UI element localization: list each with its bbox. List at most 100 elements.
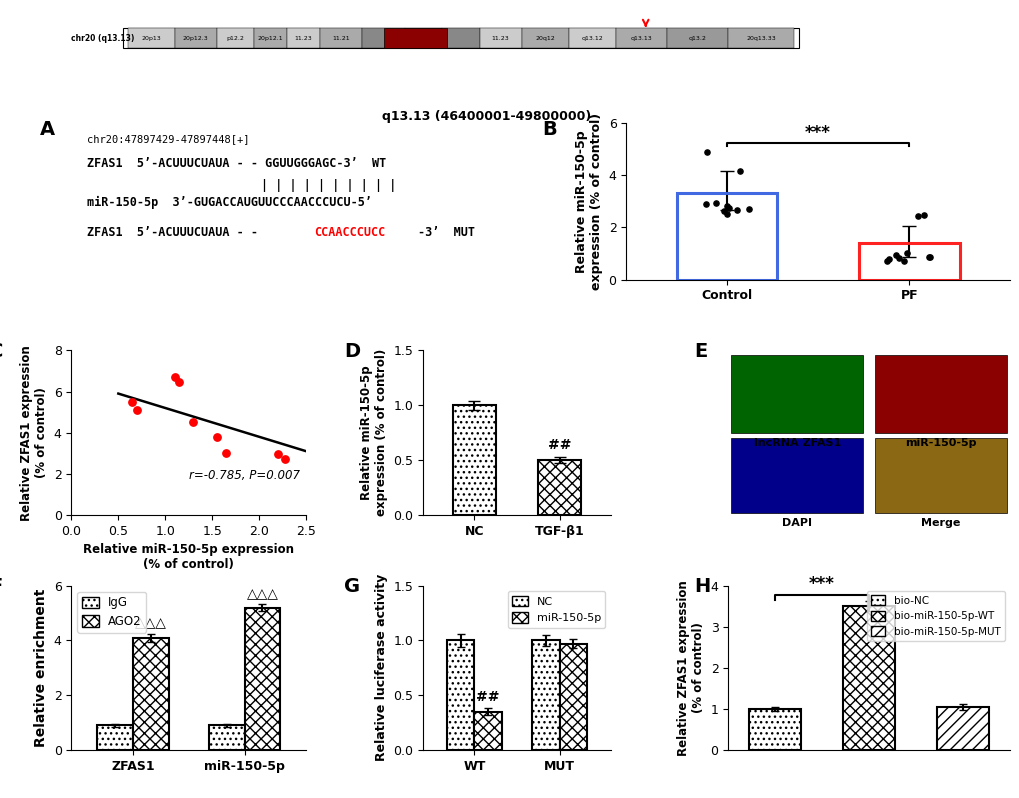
Bar [874, 437, 1006, 513]
Text: B: B [541, 120, 556, 139]
Text: q13.13: q13.13 [630, 36, 652, 41]
Point [124, 396, 141, 409]
Text: ##: ## [476, 690, 499, 704]
Bar [731, 437, 862, 513]
Bar [749, 709, 800, 750]
Bar [522, 28, 569, 48]
Point [218, 447, 234, 460]
Text: ZFAS1  5’-ACUUUCUAUA - - GGUUGGGAGC-3’  WT: ZFAS1 5’-ACUUUCUAUA - - GGUUGGGAGC-3’ WT [87, 157, 386, 171]
Bar [127, 28, 174, 48]
Text: chr20:47897429-47897448[+]: chr20:47897429-47897448[+] [87, 134, 250, 144]
Point [698, 198, 714, 211]
Text: q13.12: q13.12 [581, 36, 602, 41]
Text: C: C [0, 342, 4, 361]
Text: p12.2: p12.2 [226, 36, 245, 41]
Bar [132, 638, 168, 750]
Text: -3’  MUT: -3’ MUT [418, 227, 475, 239]
Text: ZFAS1  5’-ACUUUCUAUA - -: ZFAS1 5’-ACUUUCUAUA - - [87, 227, 265, 239]
Bar [843, 606, 894, 750]
Text: ##: ## [547, 438, 571, 452]
Point [879, 253, 896, 266]
Bar [320, 28, 362, 48]
Text: miR-150-5p: miR-150-5p [904, 437, 975, 448]
Point [166, 371, 182, 384]
Bar [676, 193, 776, 280]
Text: lncRNA ZFAS1: lncRNA ZFAS1 [753, 437, 840, 448]
Legend: NC, miR-150-5p: NC, miR-150-5p [507, 591, 605, 628]
Point [915, 208, 931, 221]
Text: 20q12: 20q12 [535, 36, 554, 41]
Text: q13.2: q13.2 [688, 36, 706, 41]
Point [729, 203, 745, 216]
Text: miR-150-5p  3’-GUGACCAUGUUCCCAACCCUCU-5’: miR-150-5p 3’-GUGACCAUGUUCCCAACCCUCU-5’ [87, 196, 372, 209]
Text: Merge: Merge [920, 518, 960, 528]
Bar [569, 28, 615, 48]
Bar [532, 641, 559, 750]
Point [698, 145, 714, 158]
Bar [383, 28, 446, 48]
Point [741, 202, 757, 215]
Bar [446, 641, 474, 750]
Point [909, 210, 925, 223]
Bar [728, 28, 793, 48]
Text: A: A [40, 120, 55, 139]
Bar [615, 28, 666, 48]
Text: r=-0.785, P=0.007: r=-0.785, P=0.007 [189, 468, 300, 482]
Y-axis label: Relative luciferase activity: Relative luciferase activity [375, 575, 387, 761]
Text: 20p12.3: 20p12.3 [182, 36, 209, 41]
Text: 11.21: 11.21 [332, 36, 350, 41]
Point [732, 165, 748, 178]
Point [921, 251, 937, 263]
Text: 20p13: 20p13 [142, 36, 161, 41]
Text: 11.23: 11.23 [294, 36, 312, 41]
Point [920, 251, 936, 263]
Bar [936, 707, 987, 750]
Bar [254, 28, 287, 48]
Text: 20q13.33: 20q13.33 [746, 36, 775, 41]
Text: 11.23: 11.23 [491, 36, 510, 41]
Legend: IgG, AGO2: IgG, AGO2 [77, 591, 146, 633]
Y-axis label: Relative miR-150-5p
expression (% of control): Relative miR-150-5p expression (% of con… [360, 349, 387, 516]
Text: H: H [694, 578, 710, 596]
Text: q13.13 (46400001-49800000): q13.13 (46400001-49800000) [381, 110, 590, 123]
X-axis label: Relative miR-150-5p expression
(% of control): Relative miR-150-5p expression (% of con… [84, 543, 293, 571]
Point [718, 200, 735, 212]
Legend: bio-NC, bio-miR-150-5p-WT, bio-miR-150-5p-MUT: bio-NC, bio-miR-150-5p-WT, bio-miR-150-5… [866, 591, 1004, 641]
Point [719, 201, 736, 214]
Y-axis label: Relative miR-150-5p
expression (% of control): Relative miR-150-5p expression (% of con… [575, 113, 602, 290]
Bar [452, 405, 495, 515]
Point [715, 205, 732, 218]
Bar [362, 28, 405, 48]
Bar [474, 712, 501, 750]
Bar [441, 28, 479, 48]
Bar [245, 607, 280, 750]
Point [707, 197, 723, 210]
Point [185, 416, 202, 429]
Y-axis label: Relative enrichment: Relative enrichment [34, 589, 48, 747]
Text: chr20 (q13.13): chr20 (q13.13) [71, 34, 135, 42]
Text: D: D [344, 342, 361, 361]
Bar [731, 355, 862, 433]
Bar [123, 28, 798, 48]
Bar [479, 28, 522, 48]
Bar [209, 725, 245, 750]
Point [891, 251, 907, 264]
Bar [405, 28, 441, 48]
Point [717, 207, 734, 220]
Bar [538, 460, 581, 515]
Text: △△△: △△△ [247, 587, 278, 601]
Bar [287, 28, 320, 48]
Bar [666, 28, 728, 48]
Y-axis label: Relative ZFAS1 expression
(% of control): Relative ZFAS1 expression (% of control) [20, 345, 48, 520]
Text: E: E [694, 342, 707, 361]
Point [898, 247, 914, 259]
Point [171, 376, 187, 389]
Y-axis label: Relative ZFAS1 expression
(% of control): Relative ZFAS1 expression (% of control) [677, 580, 704, 756]
Point [209, 430, 225, 443]
Point [877, 255, 894, 267]
Text: 20p12.1: 20p12.1 [258, 36, 283, 41]
Bar [858, 243, 959, 280]
Point [269, 448, 285, 460]
Text: △△△: △△△ [135, 616, 166, 630]
Point [887, 249, 903, 262]
